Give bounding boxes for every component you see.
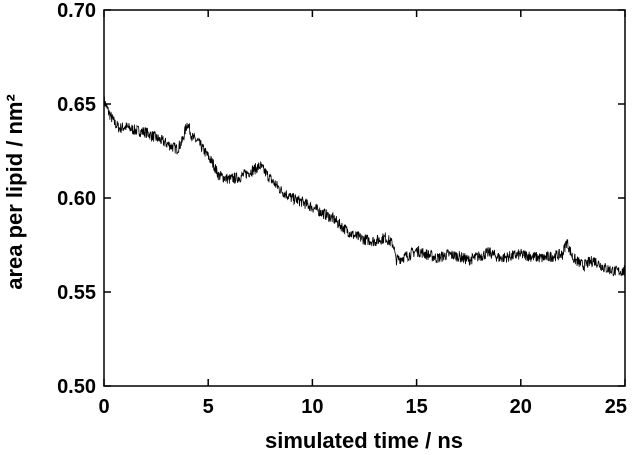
y-tick-label: 0.50 <box>57 376 96 398</box>
y-tick-label: 0.60 <box>57 188 96 210</box>
y-axis-ticks: 0.50 0.55 0.60 0.65 0.70 <box>57 0 625 398</box>
plot-frame <box>103 9 626 387</box>
y-axis-title: area per lipid / nm² <box>2 94 27 290</box>
y-tick-label: 0.70 <box>57 0 96 22</box>
x-tick-label: 20 <box>510 396 532 418</box>
series-layer <box>103 96 626 277</box>
x-tick-label: 10 <box>301 396 323 418</box>
x-tick-label: 5 <box>203 396 214 418</box>
x-axis-title: simulated time / ns <box>265 428 463 453</box>
y-tick-label: 0.55 <box>57 282 96 304</box>
x-tick-label: 25 <box>605 396 627 418</box>
x-tick-label: 15 <box>405 396 427 418</box>
y-tick-label: 0.65 <box>57 94 96 116</box>
x-axis-ticks: 0 5 10 15 20 25 <box>98 10 627 418</box>
series-line <box>103 96 626 277</box>
x-tick-label: 0 <box>98 396 109 418</box>
